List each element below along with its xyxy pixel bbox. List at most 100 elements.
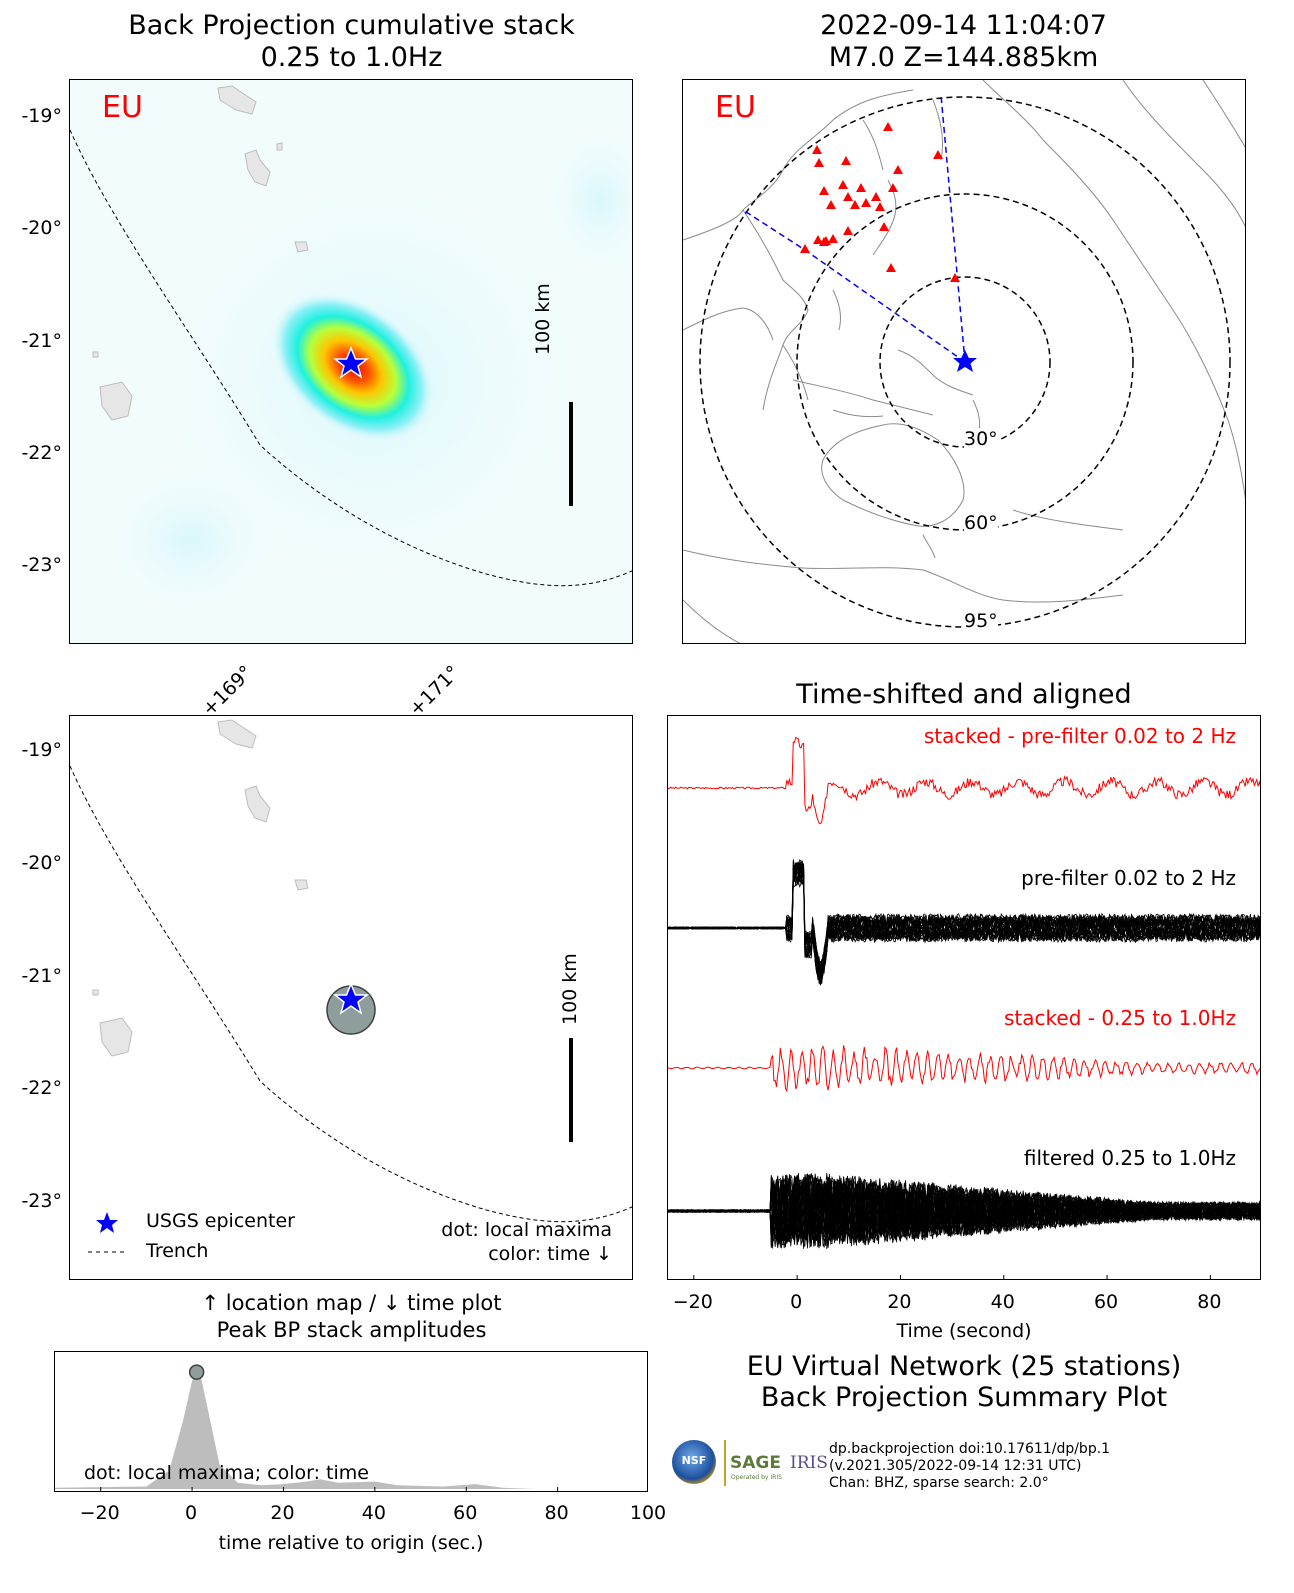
bp-stack-map: EU 100 km xyxy=(69,79,633,644)
footer-line3: Chan: BHZ, sparse search: 2.0° xyxy=(829,1475,1049,1491)
waveform-x-tick-label: 20 xyxy=(887,1291,912,1313)
waveform-trace xyxy=(668,1175,1260,1248)
bp-stack-map-svg xyxy=(70,80,632,643)
waveform-x-tick-label: 60 xyxy=(1093,1291,1119,1313)
epicenter-star-icon xyxy=(953,350,977,372)
lon-tick-171: +171° xyxy=(405,661,465,721)
footer-line1: dp.backprojection doi:10.17611/dp/bp.1 xyxy=(829,1441,1111,1457)
island-shape xyxy=(99,381,133,421)
station-markers xyxy=(800,122,960,282)
bp-lat-tick: -23° xyxy=(21,554,62,576)
footer-line2: (v.2021.305/2022-09-14 12:31 UTC) xyxy=(829,1458,1082,1474)
bp-title-line2: 0.25 to 1.0Hz xyxy=(260,42,443,73)
maxima-lat-tick: -19° xyxy=(21,739,62,761)
sage-logo: SAGE xyxy=(730,1453,781,1473)
maxima-note-line2: color: time ↓ xyxy=(488,1243,612,1265)
amplitude-x-tick-label: 0 xyxy=(185,1502,198,1524)
maxima-map: 100 km USGS epicenter Trench dot: local … xyxy=(69,715,633,1280)
station-map: EU 30° 60° 95° xyxy=(682,79,1246,644)
amplitude-x-tick-label: 40 xyxy=(361,1502,386,1524)
label-stacked-prefilter: stacked - pre-filter 0.02 to 2 Hz xyxy=(923,724,1236,748)
waveform-title: Time-shifted and aligned xyxy=(796,679,1132,710)
ring-label-30: 30° xyxy=(964,428,998,450)
amplitude-max-dot xyxy=(188,1364,205,1380)
amplitude-x-tick-label: −20 xyxy=(79,1502,120,1524)
amplitude-note: dot: local maxima; color: time xyxy=(84,1462,369,1484)
summary-line1: EU Virtual Network (25 stations) xyxy=(746,1351,1182,1382)
ring-95 xyxy=(699,96,1231,628)
event-title-line2: M7.0 Z=144.885km xyxy=(828,42,1099,73)
island-shape xyxy=(217,85,257,115)
amplitude-x-tick-label: 100 xyxy=(629,1502,667,1524)
legend-epicenter-label: USGS epicenter xyxy=(146,1210,295,1232)
waveform-trace xyxy=(668,1174,1260,1246)
label-prefilter: pre-filter 0.02 to 2 Hz xyxy=(1021,866,1236,890)
waveform-x-tick-label: 0 xyxy=(790,1291,803,1313)
maxima-lat-tick: -23° xyxy=(21,1190,62,1212)
maxima-caption-line2: Peak BP stack amplitudes xyxy=(216,1318,487,1342)
epicenter-star-icon xyxy=(332,346,370,379)
trench-line xyxy=(70,765,632,1223)
island-shape xyxy=(244,149,271,187)
maxima-map-svg xyxy=(70,719,632,1253)
island-shape xyxy=(92,989,99,996)
maxima-lat-tick: -21° xyxy=(21,965,62,987)
waveform-trace xyxy=(668,736,1260,825)
island-shape xyxy=(244,785,271,823)
ring-label-60: 60° xyxy=(964,512,998,534)
waveform-trace xyxy=(668,1178,1260,1248)
island-shape xyxy=(99,1017,133,1057)
waveform-x-tick-label: 80 xyxy=(1197,1291,1222,1313)
amplitude-xlabel: time relative to origin (sec.) xyxy=(218,1532,484,1554)
amplitude-x-tick-label: 80 xyxy=(544,1502,569,1524)
sage-logo-sub: Operated by IRIS xyxy=(731,1474,782,1481)
bp-title-line1: Back Projection cumulative stack xyxy=(128,10,575,41)
island-shape xyxy=(217,719,257,749)
island-shape xyxy=(294,879,309,891)
beam-path xyxy=(940,94,966,363)
waveform-trace xyxy=(668,1045,1260,1093)
amplitude-svg xyxy=(55,1364,647,1491)
legend-star-icon xyxy=(96,1212,118,1233)
amplitude-area xyxy=(55,1372,647,1489)
event-network-label: EU xyxy=(715,90,756,125)
waveform-x-tick-label: 40 xyxy=(990,1291,1015,1313)
waveform-xlabel: Time (second) xyxy=(896,1320,1032,1342)
label-filtered: filtered 0.25 to 1.0Hz xyxy=(1023,1146,1236,1170)
summary-line2: Back Projection Summary Plot xyxy=(760,1382,1168,1413)
station-map-svg xyxy=(683,80,1245,643)
lon-tick-169: +169° xyxy=(198,661,258,721)
iris-logo: IRIS xyxy=(790,1453,828,1473)
waveform-svg xyxy=(668,736,1260,1279)
bp-lat-tick: -21° xyxy=(21,330,62,352)
ring-label-95: 95° xyxy=(964,610,998,632)
bp-scale-label: 100 km xyxy=(532,283,554,355)
waveform-x-tick-label: −20 xyxy=(672,1291,713,1313)
beam-path xyxy=(742,209,966,363)
island-shape xyxy=(294,241,309,253)
amplitude-x-tick-label: 20 xyxy=(270,1502,295,1524)
bp-lat-tick: -19° xyxy=(21,105,62,127)
island-shape xyxy=(92,351,99,358)
event-title-line1: 2022-09-14 11:04:07 xyxy=(820,10,1107,41)
trench-line xyxy=(70,129,632,587)
epicenter-star-icon xyxy=(332,982,370,1015)
legend-trench-label: Trench xyxy=(146,1240,209,1262)
island-shape xyxy=(276,142,283,151)
bp-lat-tick: -22° xyxy=(21,442,62,464)
nsf-logo-text: NSF xyxy=(681,1454,707,1467)
bp-network-label: EU xyxy=(102,90,143,125)
maxima-caption-line1: ↑ location map / ↓ time plot xyxy=(201,1291,502,1315)
maxima-lat-tick: -20° xyxy=(21,852,62,874)
bp-lat-tick: -20° xyxy=(21,217,62,239)
nsf-logo: NSF xyxy=(672,1440,716,1484)
waveform-trace xyxy=(668,866,1260,976)
waveform-plot: stacked - pre-filter 0.02 to 2 Hz pre-fi… xyxy=(667,715,1261,1280)
maxima-lat-tick: -22° xyxy=(21,1077,62,1099)
maxima-note-line1: dot: local maxima xyxy=(441,1219,612,1241)
amplitude-plot: dot: local maxima; color: time xyxy=(54,1351,648,1492)
logo-divider xyxy=(724,1440,726,1486)
label-stacked-filtered: stacked - 0.25 to 1.0Hz xyxy=(1004,1006,1236,1030)
amplitude-x-tick-label: 60 xyxy=(453,1502,478,1524)
waveform-trace xyxy=(668,862,1260,984)
